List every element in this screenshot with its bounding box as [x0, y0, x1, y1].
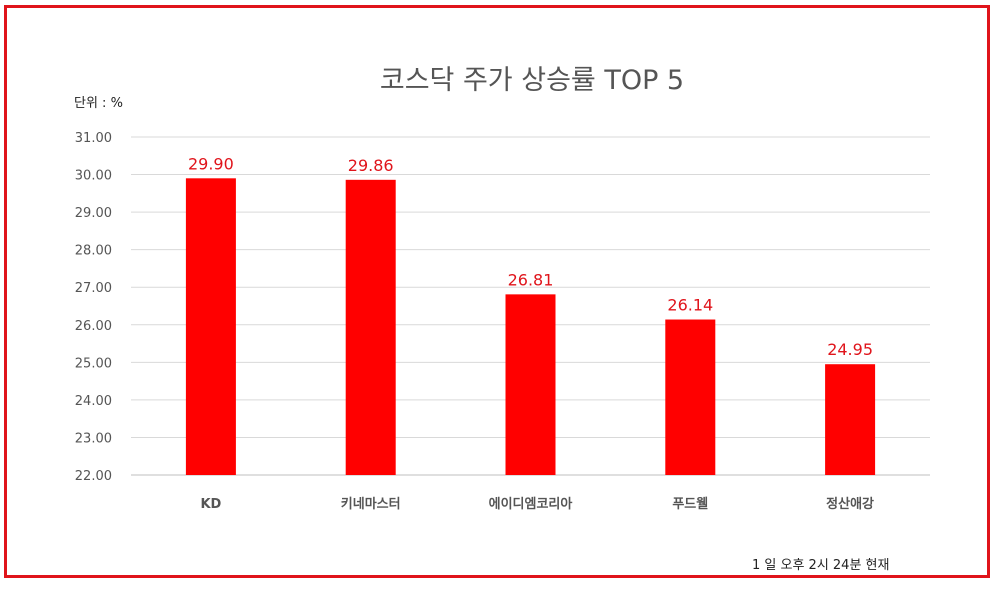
data-label: 24.95 — [827, 340, 873, 359]
y-tick-label: 22.00 — [75, 469, 112, 484]
data-label: 29.86 — [348, 156, 394, 175]
y-tick-label: 29.00 — [75, 206, 112, 221]
bar — [665, 319, 716, 475]
chart-title: 코스닥 주가 상승률 TOP 5 — [379, 65, 685, 96]
data-label: 29.90 — [188, 154, 234, 173]
unit-label: 단위 : % — [74, 96, 123, 111]
bar — [345, 179, 396, 475]
category-label: 정산애강 — [826, 496, 874, 512]
category-label: 키네마스터 — [341, 496, 401, 512]
data-label: 26.14 — [667, 296, 713, 315]
y-tick-label: 31.00 — [75, 131, 112, 146]
y-tick-label: 25.00 — [75, 356, 112, 371]
y-tick-label: 24.00 — [75, 394, 112, 409]
bar — [185, 178, 236, 476]
bar — [825, 364, 876, 475]
y-tick-label: 27.00 — [75, 281, 112, 296]
data-label: 26.81 — [508, 270, 554, 289]
y-tick-label: 26.00 — [75, 319, 112, 334]
chart-frame — [4, 5, 990, 578]
y-tick-label: 30.00 — [75, 169, 112, 184]
category-label: 에이디엠코리아 — [489, 496, 573, 512]
category-label: KD — [200, 497, 221, 512]
category-label: 푸드웰 — [672, 497, 708, 512]
y-tick-label: 28.00 — [75, 244, 112, 259]
footnote-timestamp: 1 일 오후 2시 24분 현재 — [752, 558, 890, 573]
y-tick-label: 23.00 — [75, 431, 112, 446]
bar — [505, 294, 556, 475]
